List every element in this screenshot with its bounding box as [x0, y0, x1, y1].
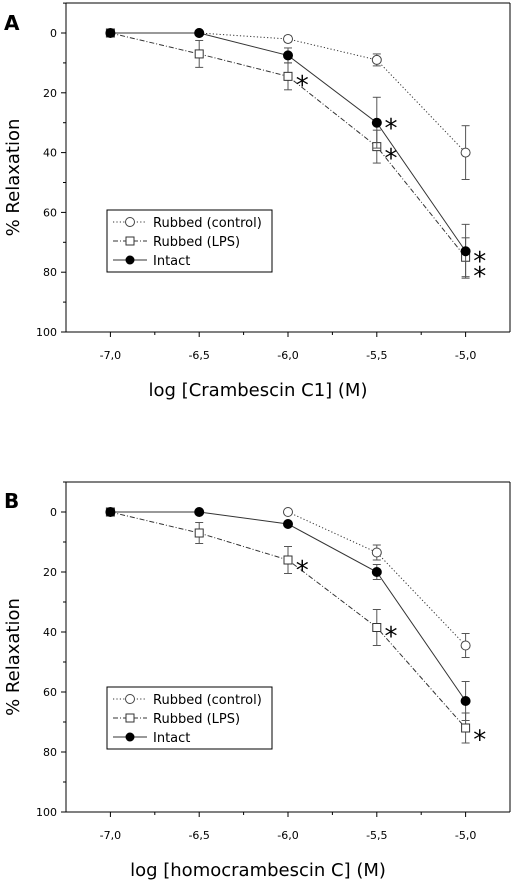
legend-marker	[125, 255, 135, 265]
significance-star: *	[473, 247, 486, 277]
data-point	[194, 528, 204, 538]
data-point	[283, 507, 293, 517]
x-tick-label: -6,0	[277, 829, 298, 842]
data-point	[460, 696, 471, 706]
legend-label: Rubbed (LPS)	[153, 712, 240, 727]
data-point	[283, 555, 293, 565]
data-point	[371, 117, 382, 128]
data-point	[105, 507, 116, 517]
series-line	[199, 32, 466, 153]
significance-star: *	[296, 71, 309, 101]
data-point	[283, 50, 293, 61]
significance-star: *	[385, 622, 398, 652]
y-tick-label: 80	[43, 266, 57, 279]
legend-label: Rubbed (control)	[153, 693, 262, 708]
series-line	[110, 511, 467, 702]
y-axis-title: % Relaxation	[3, 119, 24, 237]
data-point	[105, 28, 116, 38]
panel-b: 0 20 40 60 80 100 -7,0 -6,5 -6,0 -5,5 -5,0 log [hom…	[3, 481, 511, 881]
y-tick-label: 100	[36, 326, 57, 339]
x-axis-title: log [homocrambescin C] (M)	[130, 860, 386, 881]
data-point	[461, 723, 471, 733]
x-tick-label: -5,0	[455, 829, 476, 842]
y-tick-label: 40	[43, 626, 57, 639]
data-point	[283, 519, 293, 529]
panel-letter: A	[4, 11, 20, 35]
legend-label: Intact	[153, 731, 190, 746]
data-point	[460, 640, 471, 651]
x-tick-label: -7,0	[100, 349, 121, 362]
x-tick-label: -7,0	[100, 829, 121, 842]
data-point	[371, 547, 382, 558]
data-point	[460, 246, 471, 257]
significance-star: *	[473, 726, 486, 756]
y-tick-label: 80	[43, 746, 57, 759]
x-tick-label: -6,5	[188, 349, 209, 362]
x-tick-label: -5,0	[455, 349, 476, 362]
x-tick-label: -5,5	[366, 829, 387, 842]
significance-star: *	[385, 114, 398, 144]
y-tick-label: 0	[50, 27, 57, 40]
data-point	[372, 623, 382, 632]
legend-marker	[125, 236, 135, 246]
significance-star: *	[296, 556, 309, 586]
panel-letter: B	[4, 489, 19, 513]
data-point	[460, 147, 471, 158]
y-tick-label: 40	[43, 147, 57, 160]
data-point	[194, 507, 205, 517]
legend-label: Rubbed (LPS)	[153, 235, 240, 250]
y-axis-title: % Relaxation	[3, 598, 24, 716]
data-point	[371, 54, 382, 65]
x-tick-label: -6,5	[188, 829, 209, 842]
legend-label: Rubbed (control)	[153, 216, 262, 231]
y-tick-label: 20	[43, 566, 57, 579]
legend-marker	[125, 732, 135, 742]
data-point	[194, 49, 204, 59]
legend-marker	[125, 217, 135, 227]
x-tick-label: -6,0	[277, 349, 298, 362]
y-tick-label: 20	[43, 87, 57, 100]
y-tick-label: 60	[43, 206, 57, 219]
data-point	[283, 71, 293, 81]
legend-marker	[125, 713, 135, 723]
x-tick-label: -5,5	[366, 349, 387, 362]
data-point	[194, 28, 205, 38]
data-point	[371, 567, 382, 577]
significance-star: *	[473, 262, 486, 292]
significance-star: *	[385, 144, 398, 174]
legend-marker	[125, 694, 135, 704]
y-tick-label: 0	[50, 506, 57, 519]
data-point	[283, 33, 293, 44]
y-tick-label: 100	[36, 806, 57, 819]
panel-a: 0 20 40 60 80 100 -7,0 -6,5 -6,0 -5,5 -5,0 log [Cra…	[3, 2, 511, 401]
y-tick-label: 60	[43, 686, 57, 699]
legend-label: Intact	[153, 254, 190, 269]
x-axis-title: log [Crambescin C1] (M)	[149, 380, 368, 401]
